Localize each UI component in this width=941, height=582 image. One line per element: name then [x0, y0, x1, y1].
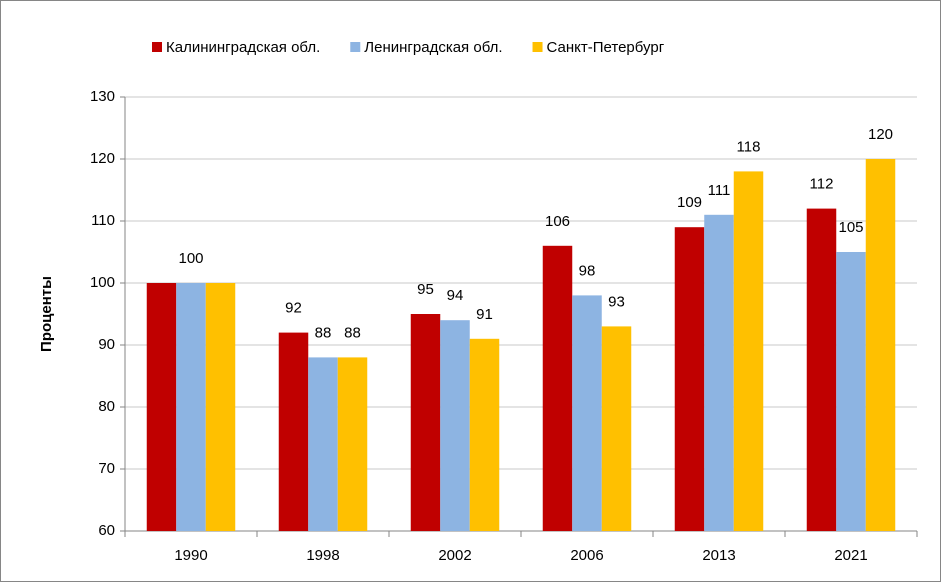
bar	[733, 171, 764, 531]
data-label: 106	[545, 213, 570, 230]
bar	[440, 320, 470, 531]
bar	[176, 283, 206, 531]
legend-label: Санкт-Петербург	[547, 39, 665, 56]
data-label: 100	[178, 250, 203, 267]
data-label: 120	[868, 126, 893, 143]
legend-swatch	[350, 42, 361, 52]
data-label: 105	[838, 219, 863, 236]
y-tick-label: 120	[90, 150, 115, 167]
legend-swatch	[152, 42, 162, 52]
y-tick-label: 90	[98, 336, 115, 353]
data-label: 93	[608, 293, 625, 310]
bar	[278, 332, 309, 531]
y-tick-label: 70	[98, 460, 115, 477]
x-tick-label: 2002	[438, 547, 471, 564]
data-label: 111	[708, 182, 731, 199]
data-label: 88	[315, 324, 332, 341]
data-label: 98	[579, 262, 596, 279]
x-tick-label: 1998	[306, 547, 339, 564]
x-tick-label: 2013	[702, 547, 735, 564]
bar	[469, 338, 500, 531]
data-label: 109	[677, 194, 702, 211]
bar	[836, 252, 866, 531]
bar	[806, 208, 837, 531]
bar	[308, 357, 338, 531]
bar	[542, 245, 573, 532]
y-tick-label: 130	[90, 88, 115, 105]
data-label: 91	[476, 306, 493, 323]
y-axis-label: Проценты	[38, 276, 55, 352]
legend-label: Ленинградская обл.	[364, 39, 502, 56]
y-tick-label: 80	[98, 398, 115, 415]
data-label: 95	[417, 281, 434, 298]
y-tick-label: 110	[91, 212, 115, 229]
data-label: 112	[810, 176, 834, 193]
y-tick-label: 60	[98, 522, 115, 539]
x-tick-label: 2006	[570, 547, 603, 564]
bar	[674, 227, 705, 531]
data-label: 118	[737, 138, 761, 155]
legend-swatch	[532, 42, 543, 52]
bar	[572, 295, 602, 531]
x-tick-label: 1990	[174, 547, 207, 564]
legend-label: Калининградская обл.	[166, 39, 320, 56]
data-label: 88	[344, 324, 361, 341]
data-label: 92	[285, 300, 302, 317]
data-label: 94	[447, 287, 464, 304]
bar	[410, 314, 441, 531]
x-tick-label: 2021	[834, 547, 867, 564]
bar	[601, 326, 632, 531]
bar	[865, 159, 896, 531]
bar	[146, 283, 177, 531]
bar	[337, 357, 368, 531]
bar	[704, 214, 734, 532]
y-tick-label: 100	[90, 274, 115, 291]
bar	[205, 283, 236, 531]
